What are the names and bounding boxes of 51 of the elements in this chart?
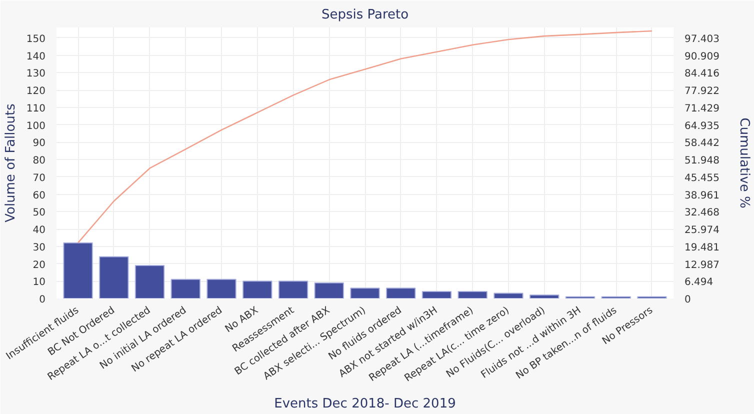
- bar: [458, 291, 488, 298]
- y-tick-label: 30: [32, 242, 46, 254]
- x-axis-title: Events Dec 2018- Dec 2019: [274, 396, 456, 412]
- y-tick-label: 140: [26, 51, 46, 62]
- bar: [350, 288, 380, 298]
- y-tick-label: 80: [32, 156, 46, 167]
- y2-tick-label: 51.948: [684, 156, 720, 167]
- y-tick-label: 20: [32, 260, 46, 271]
- y2-tick-label: 84.416: [684, 68, 720, 80]
- y2-tick-label: 64.935: [684, 120, 720, 132]
- bar: [170, 278, 200, 298]
- y2-tick-label: 38.961: [684, 190, 720, 202]
- y-tick-label: 50: [32, 208, 46, 219]
- bar: [278, 280, 308, 298]
- bar: [242, 280, 272, 298]
- y-tick-label: 100: [26, 120, 46, 132]
- bar: [494, 292, 524, 298]
- y2-tick-label: 32.468: [684, 208, 720, 219]
- bar: [422, 291, 452, 298]
- y-tick-label: 120: [26, 86, 46, 98]
- y-tick-label: 130: [26, 68, 46, 80]
- y2-tick-label: 25.974: [684, 225, 720, 236]
- chart-title: Sepsis Pareto: [321, 8, 409, 22]
- y-tick-label: 70: [32, 172, 46, 184]
- y-tick-label: 60: [32, 190, 46, 202]
- y2-axis-title: Cumulative %: [736, 118, 752, 208]
- bar: [314, 282, 344, 298]
- bar: [99, 256, 129, 298]
- y2-tick-label: 45.455: [684, 172, 720, 184]
- y-tick-label: 0: [39, 294, 46, 306]
- y2-tick-label: 12.987: [684, 260, 720, 271]
- y-tick-label: 90: [32, 138, 46, 150]
- bar: [63, 242, 93, 298]
- y-tick-label: 110: [26, 103, 46, 114]
- y2-tick-label: 77.922: [684, 86, 720, 98]
- bar: [134, 264, 165, 298]
- y2-tick-label: 58.442: [684, 138, 720, 150]
- y-axis-title: Volume of Fallouts: [3, 103, 18, 222]
- y2-tick-label: 90.909: [684, 51, 720, 62]
- line-series: [77, 30, 653, 244]
- y2-tick-label: 71.429: [684, 103, 720, 114]
- bar: [386, 288, 416, 298]
- y2-tick-label: 0: [684, 294, 691, 306]
- bar: [206, 278, 236, 298]
- y-tick-label: 10: [32, 277, 46, 288]
- y-tick-label: 150: [26, 34, 46, 45]
- y2-tick-label: 19.481: [684, 242, 720, 254]
- bar: [530, 294, 560, 298]
- y-tick-label: 40: [32, 225, 46, 236]
- y2-tick-label: 6.494: [684, 277, 714, 288]
- y2-tick-label: 97.403: [684, 34, 720, 45]
